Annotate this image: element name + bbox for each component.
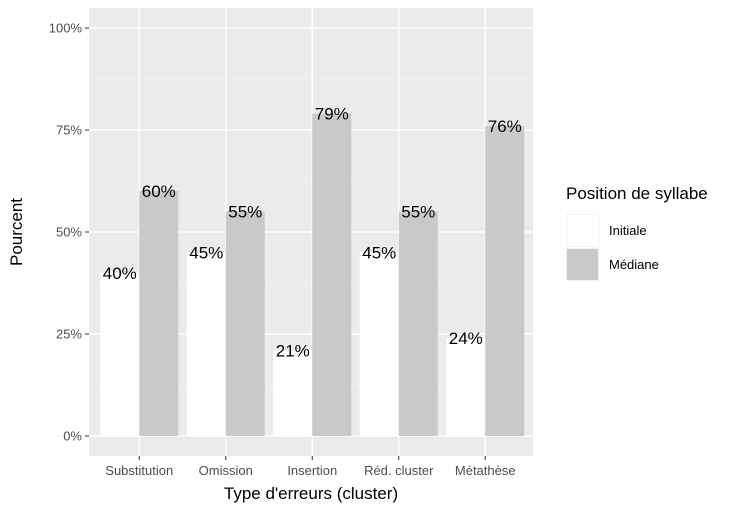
bar-médiane-1 — [225, 211, 265, 436]
bar-initiale-0 — [100, 272, 140, 436]
x-axis: Substitution Omission Insertion Réd. cluste… — [105, 456, 516, 478]
data-label: 55% — [228, 203, 262, 222]
data-label: 60% — [142, 182, 176, 201]
y-tick-label: 25% — [56, 327, 82, 342]
y-tick-label: 0% — [63, 429, 82, 444]
y-tick-label: 100% — [49, 21, 83, 36]
legend: Position de syllabe Initiale Médiane — [566, 184, 708, 281]
y-axis-title: Pourcent — [7, 198, 26, 266]
legend-title: Position de syllabe — [566, 184, 708, 203]
data-label: 79% — [315, 105, 349, 124]
data-labels: 40% 45% 21% 45% 24% 60% 55% 79% 55% 76% — [103, 105, 522, 361]
x-axis-title: Type d'erreurs (cluster) — [224, 484, 398, 503]
bar-médiane-2 — [312, 113, 352, 437]
x-tick-label: Métathèse — [455, 463, 516, 478]
x-tick-label: Insertion — [287, 463, 337, 478]
data-label: 40% — [103, 264, 137, 283]
legend-label: Médiane — [609, 257, 659, 272]
data-label: 24% — [449, 329, 483, 348]
x-tick-label: Omission — [199, 463, 253, 478]
bar-initiale-2 — [273, 350, 313, 436]
bars — [100, 113, 525, 437]
data-label: 21% — [276, 341, 310, 360]
data-label: 55% — [401, 203, 435, 222]
bar-médiane-3 — [398, 211, 438, 436]
legend-swatch-médiane — [567, 249, 598, 280]
x-tick-label: Réd. cluster — [364, 463, 434, 478]
legend-label: Initiale — [609, 223, 647, 238]
data-label: 45% — [189, 243, 223, 262]
legend-swatch-initiale — [567, 215, 598, 246]
x-tick-label: Substitution — [105, 463, 173, 478]
y-tick-label: 75% — [56, 123, 82, 138]
bar-médiane-4 — [485, 125, 525, 437]
bar-initiale-3 — [359, 252, 399, 436]
bar-initiale-4 — [446, 338, 486, 436]
bar-médiane-0 — [139, 191, 179, 436]
y-tick-label: 50% — [56, 225, 82, 240]
data-label: 45% — [362, 243, 396, 262]
data-label: 76% — [488, 117, 522, 136]
y-axis: 0% 25% 50% 75% 100% — [49, 21, 89, 444]
bar-initiale-1 — [186, 252, 226, 436]
